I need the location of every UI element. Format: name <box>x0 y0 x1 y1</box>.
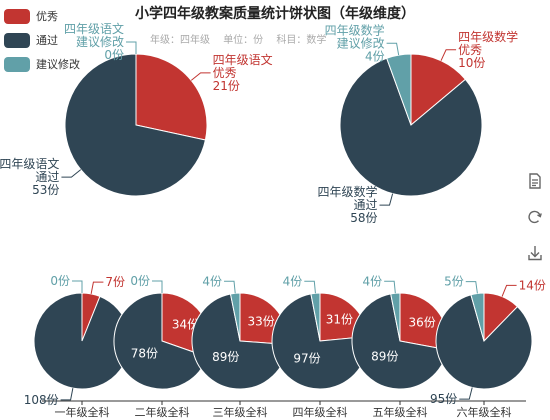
pie-leader-revise <box>224 280 236 294</box>
pie-label-excellent: 34份 <box>172 317 199 331</box>
pie-leader-passed <box>459 387 473 400</box>
pie-label-excellent: 36份 <box>408 316 435 330</box>
pie-leader-revise <box>386 42 400 56</box>
pie-label-revise: 4份 <box>202 274 222 288</box>
pie-7: 36份 89份 4份 <box>351 274 449 390</box>
pie-label-excellent: 7份 <box>105 275 125 289</box>
pie-3: 7份 108份 0份 <box>24 274 131 407</box>
pie-leader-excellent <box>190 72 211 81</box>
pie-slice-revise[interactable] <box>386 53 412 126</box>
pie-label-passed: 97份 <box>293 351 320 365</box>
pie-leader-revise <box>152 280 163 293</box>
pie-leader-passed <box>379 193 394 206</box>
x-axis-tick-label: 三年级全科 <box>213 405 268 419</box>
pie-leader-revise <box>126 41 137 54</box>
chart-subtitle: 年级：四年级 单位：份 科目：数学 <box>150 31 336 46</box>
x-axis-tick-label: 一年级全科 <box>55 405 110 419</box>
x-axis-tick-label: 二年级全科 <box>135 405 190 419</box>
pie-label-revise: 5份 <box>444 275 464 289</box>
pie-label-passed: 78份 <box>131 346 158 360</box>
pie-label-excellent: 四年级语文优秀 21份 <box>213 52 273 93</box>
pie-leader-revise <box>72 280 83 293</box>
legend-item-excellent[interactable]: 优秀 <box>4 4 80 28</box>
pie-label-passed: 四年级语文通过 53份 <box>0 156 59 197</box>
data-view-icon[interactable] <box>526 172 544 190</box>
pie-slice-excellent[interactable] <box>135 53 208 141</box>
pie-slice-passed[interactable] <box>435 294 533 390</box>
legend-swatch-excellent <box>4 8 30 24</box>
pie-label-passed: 95份 <box>430 392 457 406</box>
subtitle-subject: 科目：数学 <box>276 35 327 46</box>
pie-label-revise: 4份 <box>363 274 383 288</box>
pie-slice-excellent[interactable] <box>410 53 467 127</box>
pie-label-passed: 89份 <box>371 349 398 363</box>
pie-slice-passed[interactable] <box>113 292 208 390</box>
pie-8: 14份 95份 5份 <box>430 275 546 407</box>
pie-slice-revise[interactable] <box>229 292 241 342</box>
pie-label-revise: 0份 <box>130 274 150 288</box>
pie-label-revise: 0份 <box>50 274 70 288</box>
legend-label-excellent: 优秀 <box>36 10 58 23</box>
pie-label-excellent: 31份 <box>326 313 353 327</box>
pie-label-revise: 四年级语文建议修改 0份 <box>64 21 124 62</box>
pie-leader-revise <box>304 280 316 294</box>
x-axis-tick-label: 六年级全科 <box>457 405 512 419</box>
legend-swatch-revise <box>4 56 30 72</box>
pie-label-excellent: 四年级数学优秀 10份 <box>458 29 518 70</box>
legend-swatch-passed <box>4 32 30 48</box>
pie-slice-passed[interactable] <box>351 293 448 390</box>
pie-leader-passed <box>61 169 82 178</box>
legend-label-passed: 通过 <box>36 34 58 47</box>
x-axis-tick-label: 四年级全科 <box>293 405 348 419</box>
pie-leader-excellent <box>440 49 457 61</box>
pie-label-revise: 4份 <box>283 274 303 288</box>
pie-leader-revise <box>465 281 478 294</box>
legend-item-passed[interactable]: 通过 <box>4 28 80 52</box>
legend-label-revise: 建议修改 <box>36 58 80 71</box>
subtitle-unit: 单位：份 <box>223 35 264 46</box>
pie-label-passed: 四年级数学通过 58份 <box>318 184 378 225</box>
pie-slice-passed[interactable] <box>191 293 289 390</box>
pie-label-excellent: 14份 <box>519 278 546 292</box>
pie-label-passed: 89份 <box>212 350 239 364</box>
chart-toolbox <box>526 172 546 280</box>
chart-title: 小学四年级教案质量统计饼状图（年级维度） <box>135 6 415 22</box>
pie-leader-revise <box>384 280 396 294</box>
x-axis-tick-label: 五年级全科 <box>373 405 428 419</box>
restore-icon[interactable] <box>526 208 544 226</box>
legend-item-revise[interactable]: 建议修改 <box>4 52 80 76</box>
pie-label-excellent: 33份 <box>247 314 274 328</box>
pie-leader-excellent <box>90 281 104 294</box>
pie-label-revise: 四年级数学建议修改 4份 <box>325 22 385 63</box>
save-image-icon[interactable] <box>526 244 544 262</box>
subtitle-grade: 年级：四年级 <box>150 35 210 46</box>
pie-leader-excellent <box>501 284 517 297</box>
pie-leader-passed <box>60 388 74 401</box>
chart-legend: 优秀 通过 建议修改 <box>4 4 80 76</box>
pie-label-passed: 108份 <box>24 393 59 407</box>
pie-5: 33份 89份 4份 <box>191 274 289 390</box>
